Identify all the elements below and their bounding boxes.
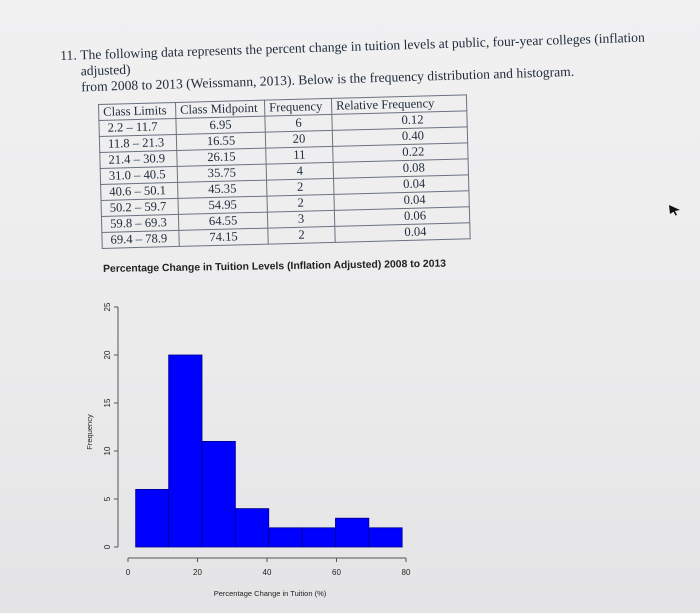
histogram-bar [201,440,236,548]
y-tick-label: 20 [103,350,112,359]
histogram-bar [135,488,170,548]
histogram-bars [135,354,403,548]
histogram-axes [114,306,407,562]
histogram-bar [268,527,303,548]
x-tick-label: 20 [193,568,202,577]
x-axis-label: Percentage Change in Tuition (%) [214,589,327,598]
y-axis-label: Frequency [85,414,94,450]
pointer-arrow-icon [669,205,680,216]
histogram-labels: 0 5 10 15 20 25 0 20 40 60 80 Frequency Percentage C… [85,302,411,598]
histogram-bar [301,527,336,548]
x-tick-label: 60 [332,568,341,577]
y-tick-label: 25 [103,302,112,311]
x-tick-label: 40 [263,568,272,577]
histogram-bar [368,527,403,548]
y-tick-label: 0 [103,544,112,549]
x-tick-label: 0 [126,568,131,577]
histogram-bar [234,508,270,548]
y-tick-label: 10 [103,446,112,455]
y-tick-label: 15 [103,398,112,407]
histogram-bar [168,354,203,548]
y-tick-label: 5 [103,496,112,501]
histogram-bar [335,517,370,548]
x-tick-label: 80 [402,568,411,577]
